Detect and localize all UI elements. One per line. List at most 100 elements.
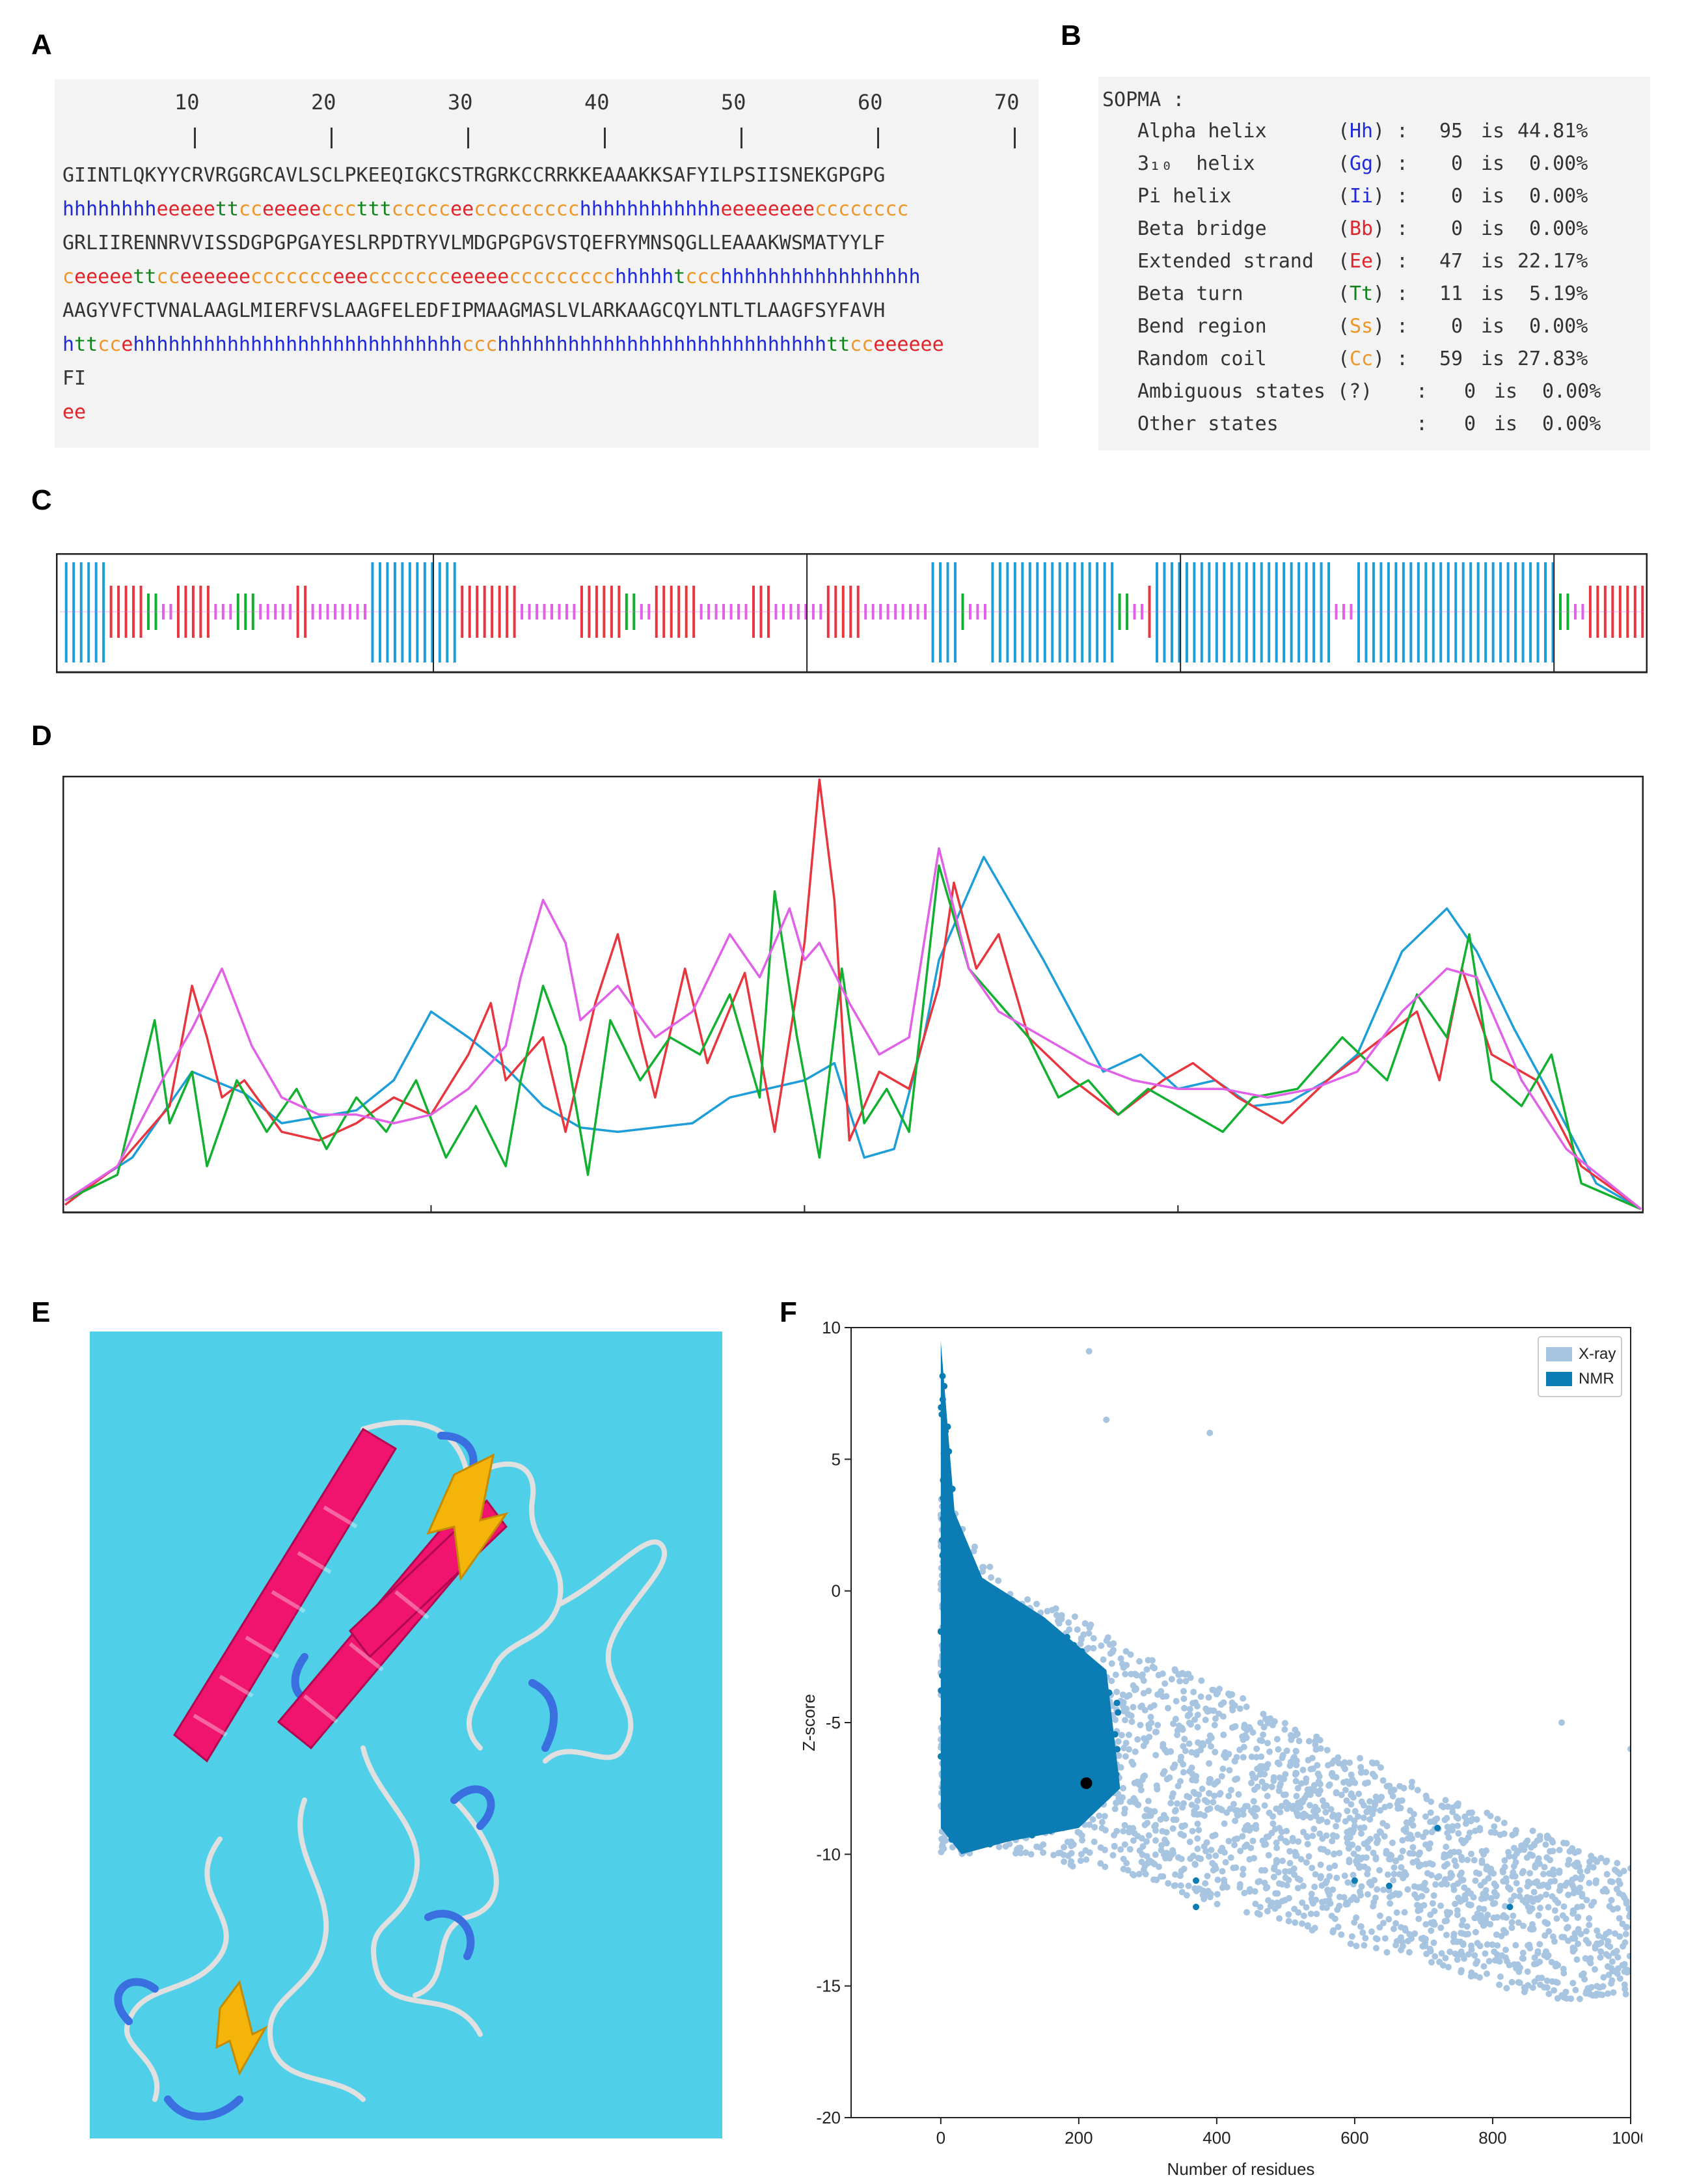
xray-point — [1303, 1775, 1310, 1782]
nmr-point — [958, 1723, 965, 1730]
xray-point — [1446, 1909, 1454, 1916]
sopma-row-percent: 0.00% — [1542, 413, 1601, 435]
xray-point — [1568, 1995, 1575, 2002]
xray-point — [1124, 1866, 1132, 1874]
xray-point — [1458, 1836, 1465, 1844]
xray-point — [1265, 1897, 1272, 1904]
xray-point — [1378, 1794, 1385, 1801]
xray-point — [1191, 1808, 1198, 1814]
xray-point — [1098, 1818, 1106, 1825]
xray-point — [1307, 1792, 1314, 1798]
xray-point — [1376, 1866, 1383, 1874]
nmr-point — [1035, 1704, 1042, 1712]
xray-point — [1350, 1872, 1357, 1879]
xray-point — [1170, 1720, 1176, 1727]
sopma-row-colon: : — [1396, 185, 1409, 208]
xray-point — [1358, 1830, 1365, 1837]
xray-point — [1309, 1927, 1316, 1934]
xray-point — [1489, 1900, 1497, 1907]
nmr-point — [1069, 1710, 1076, 1717]
xray-point — [1380, 1887, 1387, 1893]
xray-point — [1542, 1841, 1549, 1848]
xray-point — [1463, 1923, 1471, 1930]
xray-point — [1344, 1807, 1351, 1814]
xray-point — [1173, 1698, 1180, 1705]
nmr-point — [947, 1773, 955, 1779]
nmr-point — [1024, 1817, 1031, 1824]
xray-point — [1376, 1912, 1383, 1919]
xray-point — [1363, 1769, 1370, 1776]
xray-point — [1085, 1348, 1093, 1355]
xray-point — [1357, 1923, 1364, 1930]
nmr-point — [1066, 1660, 1073, 1667]
nmr-point — [1351, 1877, 1358, 1884]
xray-point — [1569, 1845, 1576, 1852]
nmr-point — [1100, 1781, 1107, 1788]
xray-point — [1166, 1774, 1173, 1781]
xray-point — [1365, 1891, 1371, 1898]
xray-point — [1318, 1882, 1325, 1889]
xray-point — [1234, 1835, 1241, 1842]
xray-point — [1214, 1900, 1221, 1907]
sopma-row-count: 95 — [1439, 120, 1463, 143]
xray-point — [1225, 1838, 1232, 1845]
sopma-row-paren: ) — [1373, 315, 1385, 338]
xray-point — [1180, 1687, 1187, 1695]
xray-point — [1373, 1945, 1379, 1952]
xray-point — [1256, 1904, 1264, 1911]
sopma-row-name: Other states — [1137, 413, 1279, 435]
xray-point — [1143, 1853, 1150, 1860]
xray-point — [1621, 1961, 1628, 1968]
xray-point — [1443, 1844, 1450, 1850]
nmr-point — [957, 1783, 964, 1790]
xray-point — [1071, 1613, 1078, 1620]
xray-point — [1498, 1933, 1505, 1940]
xray-point — [1526, 1941, 1533, 1948]
xray-point — [1365, 1866, 1372, 1873]
sopma-row-percent: 5.19% — [1529, 282, 1588, 305]
secondary-structure-bar-chart: 50100150 — [56, 553, 1648, 674]
xray-point — [1454, 1907, 1461, 1914]
xray-point — [1270, 1820, 1277, 1827]
xray-point — [1392, 1920, 1400, 1927]
xray-point — [1627, 1745, 1631, 1753]
xray-point — [1572, 1987, 1579, 1993]
nmr-point — [953, 1720, 960, 1727]
xray-point — [1186, 1711, 1193, 1718]
xray-point — [1248, 1753, 1255, 1760]
xray-point — [1246, 1856, 1253, 1863]
nmr-point — [1005, 1700, 1011, 1708]
xray-point — [1108, 1660, 1115, 1667]
xray-point — [1512, 1873, 1519, 1880]
xray-point — [1292, 1778, 1299, 1784]
xray-point — [1282, 1874, 1289, 1881]
xray-point — [1556, 1887, 1563, 1894]
sopma-row-name: Ambiguous states (?) — [1137, 380, 1373, 403]
nmr-point — [988, 1696, 995, 1703]
xray-point — [1304, 1923, 1311, 1930]
xray-point — [1376, 1924, 1383, 1931]
xray-point — [1101, 1812, 1108, 1820]
xray-point — [1437, 1902, 1444, 1909]
xray-point — [1277, 1781, 1284, 1788]
xray-point — [1336, 1902, 1343, 1909]
nmr-point — [1012, 1768, 1019, 1775]
nmr-point — [1038, 1665, 1045, 1672]
xray-point — [1153, 1728, 1160, 1736]
nmr-point — [1106, 1689, 1113, 1696]
xray-point — [1180, 1865, 1188, 1872]
xray-point — [1577, 1930, 1584, 1937]
xray-point — [1186, 1838, 1193, 1846]
sopma-row-name: Beta bridge — [1137, 217, 1267, 240]
xray-point — [1597, 1948, 1605, 1955]
xray-point — [1311, 1782, 1318, 1789]
nmr-point — [1012, 1661, 1020, 1668]
xray-point — [1534, 1950, 1541, 1957]
xray-point — [1342, 1901, 1350, 1908]
xray-point — [1222, 1754, 1229, 1761]
nmr-point — [947, 1644, 954, 1651]
sopma-row-paren: ( — [1338, 185, 1350, 208]
xray-point — [1121, 1841, 1128, 1848]
nmr-point — [968, 1783, 975, 1790]
xray-point — [1123, 1860, 1130, 1866]
